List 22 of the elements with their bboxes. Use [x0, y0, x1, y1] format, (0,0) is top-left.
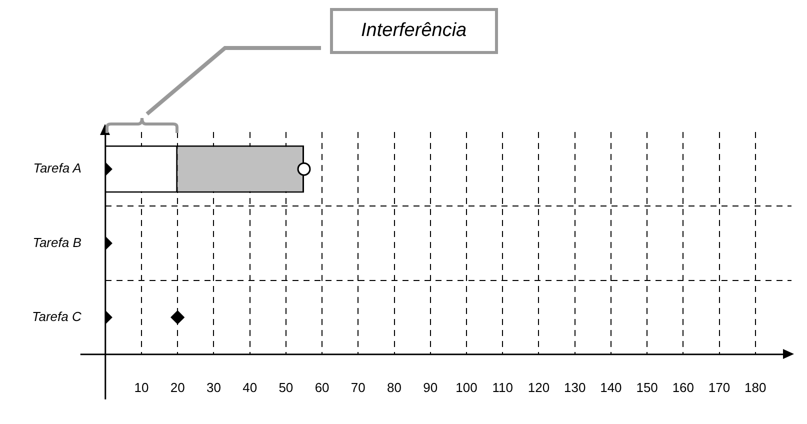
y-tick-label: Tarefa B: [32, 234, 82, 250]
x-tick-label: 170: [708, 380, 730, 395]
text: Interferência: [330, 8, 498, 54]
x-tick-label: 150: [636, 380, 658, 395]
y-tick-label: Tarefa A: [33, 160, 82, 176]
x-tick-label: 90: [423, 380, 438, 395]
x-tick-label: 180: [744, 380, 766, 395]
x-tick-label: 20: [170, 380, 185, 395]
x-tick-label: 120: [528, 380, 550, 395]
x-tick-label: 160: [672, 380, 694, 395]
y-tick-label: Tarefa C: [32, 308, 82, 324]
x-tick-label: 100: [456, 380, 478, 395]
x-tick-label: 130: [564, 380, 586, 395]
x-tick-label: 110: [492, 380, 513, 395]
x-tick-label: 50: [278, 380, 294, 395]
x-tick-label: 80: [387, 380, 402, 395]
x-tick-label: 10: [134, 380, 149, 395]
x-tick-label: 30: [206, 380, 221, 395]
x-tick-label: 140: [600, 380, 622, 395]
x-tick-label: 40: [242, 380, 258, 395]
x-tick-label: 60: [314, 380, 330, 395]
x-tick-label: 70: [350, 380, 366, 395]
